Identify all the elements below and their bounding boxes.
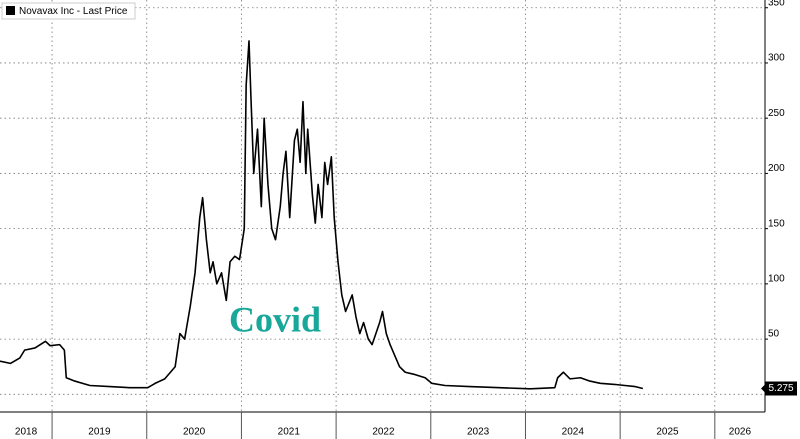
last-price-pointer bbox=[761, 384, 765, 393]
y-tick-label: 100 bbox=[768, 274, 785, 285]
x-tick-label: 2026 bbox=[729, 427, 752, 438]
y-tick-label: 250 bbox=[768, 108, 785, 119]
last-price-box bbox=[765, 381, 797, 396]
y-tick-label: 200 bbox=[768, 163, 785, 174]
x-tick-label: 2024 bbox=[562, 427, 585, 438]
y-tick-label: 150 bbox=[768, 218, 785, 229]
legend bbox=[1, 2, 136, 20]
x-tick-label: 2020 bbox=[183, 427, 206, 438]
x-tick-label: 2023 bbox=[467, 427, 490, 438]
legend-swatch bbox=[6, 6, 15, 15]
annotation: Covid bbox=[229, 299, 321, 339]
last-price-label: 5.275 bbox=[768, 383, 793, 394]
x-tick-label: 2025 bbox=[656, 427, 679, 438]
x-tick-label: 2021 bbox=[278, 427, 301, 438]
y-tick-label: 50 bbox=[768, 329, 780, 340]
x-tick-label: 2022 bbox=[372, 427, 395, 438]
y-tick-label: 350 bbox=[768, 0, 785, 8]
x-tick-label: 2019 bbox=[88, 427, 111, 438]
legend-label: Novavax Inc - Last Price bbox=[19, 6, 128, 17]
y-tick-label: 300 bbox=[768, 53, 785, 64]
price-line bbox=[0, 40, 644, 390]
x-tick-label: 2018 bbox=[15, 427, 38, 438]
